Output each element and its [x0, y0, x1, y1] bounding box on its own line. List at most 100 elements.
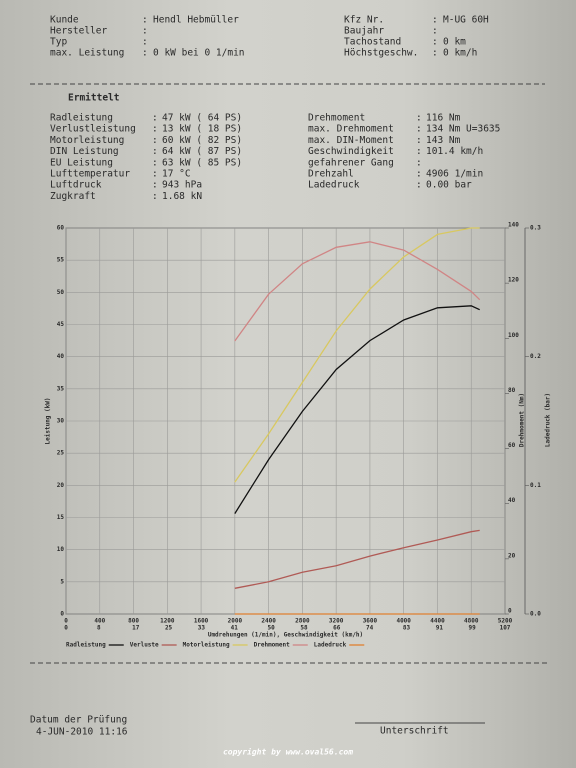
- field-label: max. DIN-Moment: [308, 135, 394, 146]
- field-colon: :: [152, 135, 158, 146]
- x-tick-label: 2400: [261, 618, 276, 625]
- date: 4-JUN-2010 11:16: [36, 727, 128, 738]
- field-value: 143 Nm: [426, 135, 461, 146]
- field-value: 0 km/h: [443, 48, 477, 59]
- field-value: 116 Nm: [426, 113, 461, 124]
- field-label: Drehzahl: [308, 169, 354, 180]
- field-colon: :: [416, 146, 422, 157]
- field-label: Verlustleistung: [50, 124, 136, 135]
- legend-label: Verluste: [130, 642, 159, 649]
- y-tick-label: 25: [57, 450, 65, 457]
- y-tick-label: 10: [57, 546, 65, 553]
- y-tick-label: 60: [57, 225, 65, 232]
- x-axis-label: Umdrehungen (1/min), Geschwindigkeit (km…: [208, 632, 363, 639]
- x2-tick-label: 41: [231, 625, 239, 632]
- x-tick-label: 4000: [396, 618, 411, 625]
- field-value: 63 kW ( 85 PS): [162, 157, 242, 168]
- field-label: Drehmoment: [308, 113, 365, 124]
- y2-axis-label: Drehmoment (Nm): [519, 393, 526, 447]
- field-label: Tachostand: [344, 37, 401, 48]
- field-value: 1.68 kN: [162, 191, 202, 202]
- x-tick-label: 5200: [498, 618, 513, 625]
- field-colon: :: [152, 180, 158, 191]
- field-colon: :: [142, 37, 148, 48]
- field-value: 0 kW bei 0 1/min: [153, 48, 245, 59]
- x-tick-label: 2000: [228, 618, 243, 625]
- field-value: 4906 1/min: [426, 169, 483, 180]
- legend-label: Ladedruck: [314, 642, 347, 649]
- y-tick-label: 50: [57, 289, 65, 296]
- field-value: M-UG 60H: [443, 15, 489, 26]
- y-axis-label: Leistung (kW): [45, 398, 52, 445]
- field-colon: :: [416, 124, 422, 135]
- field-colon: :: [152, 113, 158, 124]
- field-value: 17 °C: [162, 169, 191, 180]
- y2-tick-label: 60: [508, 442, 516, 449]
- field-label: Kunde: [50, 15, 79, 26]
- y2-tick-label: 120: [508, 277, 519, 284]
- y-tick-label: 45: [57, 321, 65, 328]
- field-colon: :: [152, 124, 158, 135]
- x-tick-label: 4800: [464, 618, 479, 625]
- x2-tick-label: 107: [500, 625, 511, 632]
- field-value: 101.4 km/h: [426, 146, 483, 157]
- field-colon: :: [416, 157, 422, 168]
- field-value: 60 kW ( 82 PS): [162, 135, 242, 146]
- section-title: Ermittelt: [68, 93, 119, 104]
- field-value: 134 Nm U=3635: [426, 124, 500, 135]
- x2-tick-label: 8: [97, 625, 101, 632]
- x-tick-label: 2800: [295, 618, 310, 625]
- y3-tick-label: 0.3: [530, 225, 541, 232]
- field-value: 47 kW ( 64 PS): [162, 113, 242, 124]
- y2-tick-label: 80: [508, 387, 516, 394]
- field-label: Motorleistung: [50, 135, 124, 146]
- y-tick-label: 55: [57, 257, 65, 264]
- x2-tick-label: 25: [165, 625, 173, 632]
- field-colon: :: [432, 48, 438, 59]
- date-label: Datum der Prüfung: [30, 715, 127, 726]
- field-label: max. Drehmoment: [308, 124, 394, 135]
- field-value: 0 km: [443, 37, 466, 48]
- x-tick-label: 3200: [329, 618, 344, 625]
- field-colon: :: [416, 180, 422, 191]
- field-label: Geschwindigkeit: [308, 146, 394, 157]
- field-colon: :: [142, 15, 148, 26]
- field-label: Baujahr: [344, 26, 384, 37]
- field-colon: :: [152, 146, 158, 157]
- y2-tick-label: 20: [508, 552, 516, 559]
- series-line: [234, 241, 481, 342]
- y2-tick-label: 0: [508, 608, 512, 615]
- field-value: 64 kW ( 87 PS): [162, 146, 242, 157]
- x2-tick-label: 33: [198, 625, 206, 632]
- field-label: Radleistung: [50, 113, 113, 124]
- y3-tick-label: 0.1: [530, 482, 541, 489]
- field-label: Zugkraft: [50, 191, 96, 202]
- field-label: Kfz Nr.: [344, 15, 384, 26]
- copyright: copyright by www.oval56.com: [223, 747, 353, 757]
- field-value: 0.00 bar: [426, 180, 472, 191]
- x-tick-label: 400: [94, 618, 105, 625]
- y-tick-label: 35: [57, 385, 65, 392]
- field-value: 943 hPa: [162, 180, 202, 191]
- legend-label: Radleistung: [66, 642, 106, 649]
- field-value: Hendl Hebmüller: [153, 15, 239, 26]
- x2-tick-label: 66: [333, 625, 341, 632]
- x-tick-label: 1600: [194, 618, 209, 625]
- y-tick-label: 40: [57, 353, 65, 360]
- field-colon: :: [152, 169, 158, 180]
- y2-tick-label: 100: [508, 332, 519, 339]
- field-label: Hersteller: [50, 26, 107, 37]
- y-tick-label: 20: [57, 482, 65, 489]
- field-label: Typ: [50, 37, 67, 48]
- field-label: Ladedruck: [308, 180, 360, 191]
- y-tick-label: 5: [60, 578, 64, 585]
- field-colon: :: [416, 169, 422, 180]
- x2-tick-label: 99: [469, 625, 477, 632]
- x2-tick-label: 83: [403, 625, 411, 632]
- field-colon: :: [152, 157, 158, 168]
- x2-tick-label: 0: [64, 625, 68, 632]
- field-label: gefahrener Gang: [308, 157, 394, 168]
- field-label: Höchstgeschw.: [344, 48, 418, 59]
